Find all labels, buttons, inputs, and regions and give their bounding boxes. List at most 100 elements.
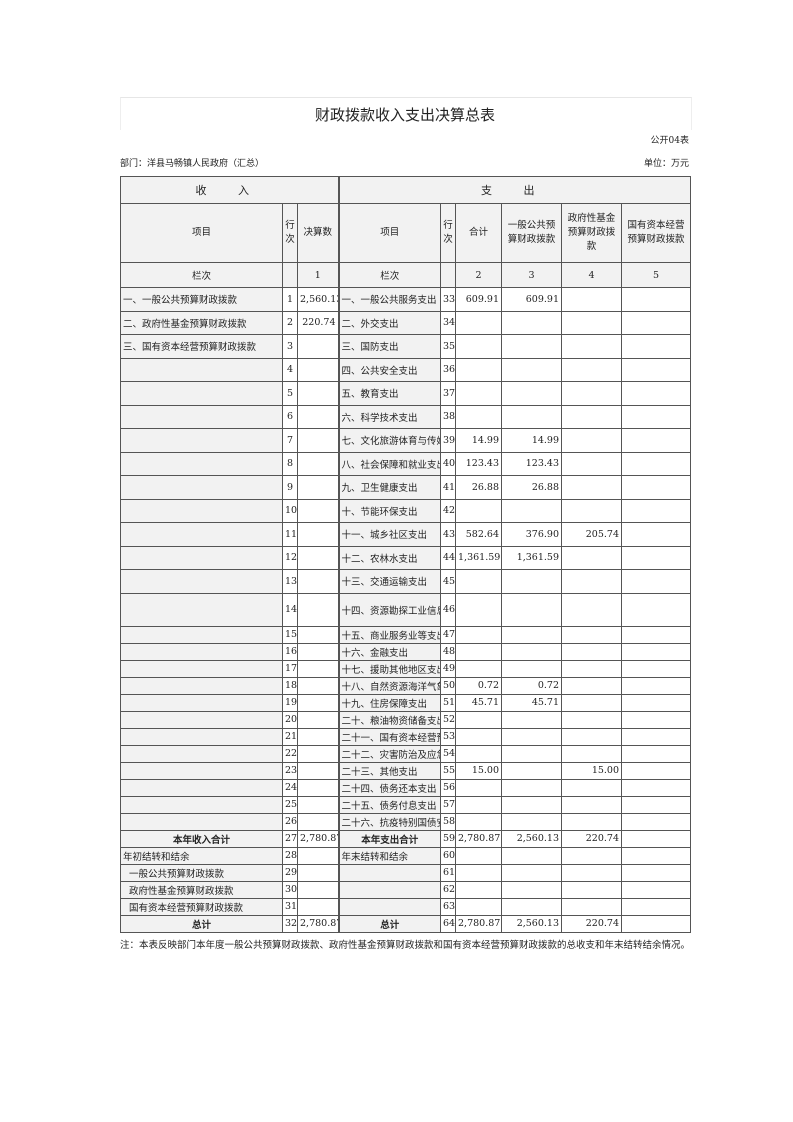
state-capital-cell <box>621 310 692 335</box>
expense-total-cell <box>455 795 503 814</box>
general-budget-cell: 45.71 <box>501 693 563 712</box>
income-item-cell <box>120 642 283 661</box>
expense-total-cell: 26.88 <box>455 475 503 500</box>
table-row: 一、一般公共预算财政拨款 1 2,560.13 一、一般公共服务支出 33 609.91 6… <box>120 287 692 312</box>
gov-fund-cell <box>561 451 623 476</box>
general-budget-cell <box>501 812 563 831</box>
general-budget-cell <box>501 381 563 406</box>
income-amount-cell <box>296 625 340 644</box>
income-item-cell <box>120 451 283 476</box>
income-line-cell: 8 <box>282 451 298 476</box>
income-amount-cell <box>296 676 340 695</box>
state-capital-cell <box>621 475 692 500</box>
income-item-cell <box>120 428 283 453</box>
income-item-cell <box>120 778 283 797</box>
income-amount-cell <box>296 404 340 429</box>
income-item-cell: 总计 <box>120 914 283 933</box>
income-header: 收 入 <box>119 176 340 204</box>
budget-table: 收 入 支 出 项目 行次 决算数 项目 行次 合计 一般公共预算财政拨款 政府… <box>119 176 692 933</box>
expense-item-cell: 十三、交通运输支出 <box>337 569 442 594</box>
expense-line-cell: 37 <box>440 381 457 406</box>
general-budget-cell <box>501 310 563 335</box>
expense-total-cell: 2,780.87 <box>455 829 503 848</box>
expense-line-cell: 33 <box>440 287 457 312</box>
income-item-cell <box>120 761 283 780</box>
general-budget-cell <box>501 498 563 523</box>
state-capital-cell <box>621 642 692 661</box>
expense-line-cell: 39 <box>440 428 457 453</box>
income-line-cell: 3 <box>282 334 298 359</box>
gov-fund-cell <box>561 846 623 865</box>
expense-item-header: 项目 <box>337 203 442 263</box>
expense-item-cell: 二十一、国有资本经营预算支出 <box>337 727 442 746</box>
col-number: 4 <box>561 262 623 288</box>
table-row: 12 十二、农林水支出 44 1,361.59 1,361.59 <box>120 545 692 570</box>
expense-line-cell: 49 <box>440 659 457 678</box>
expense-item-cell <box>337 880 442 899</box>
income-line-cell: 9 <box>282 475 298 500</box>
income-item-cell <box>120 744 283 763</box>
expense-total-cell: 123.43 <box>455 451 503 476</box>
income-amount-cell <box>296 451 340 476</box>
income-item-cell <box>120 522 283 547</box>
state-capital-cell <box>621 693 692 712</box>
expense-line-cell: 51 <box>440 693 457 712</box>
expense-line-cell: 64 <box>440 914 457 933</box>
income-line-cell: 23 <box>282 761 298 780</box>
gov-fund-cell <box>561 710 623 729</box>
gov-fund-cell <box>561 778 623 797</box>
expense-item-cell: 年末结转和结余 <box>337 846 442 865</box>
general-budget-cell <box>501 592 563 627</box>
income-line-cell: 2 <box>282 310 298 335</box>
income-line-cell: 1 <box>282 287 298 312</box>
state-capital-cell <box>621 659 692 678</box>
expense-total-cell <box>455 357 503 382</box>
state-capital-cell <box>621 381 692 406</box>
expense-item-cell: 一、一般公共服务支出 <box>337 287 442 312</box>
income-amount-cell <box>296 569 340 594</box>
expense-item-cell: 十四、资源勘探工业信息等支出 <box>337 592 442 627</box>
state-capital-cell <box>621 676 692 695</box>
gov-fund-cell <box>561 744 623 763</box>
state-capital-cell <box>621 334 692 359</box>
income-amount-cell <box>296 880 340 899</box>
expense-total-cell: 582.64 <box>455 522 503 547</box>
income-line-cell: 20 <box>282 710 298 729</box>
income-line-cell: 12 <box>282 545 298 570</box>
income-line-cell: 21 <box>282 727 298 746</box>
state-capital-cell <box>621 625 692 644</box>
income-line-header: 行次 <box>282 203 298 263</box>
state-capital-cell <box>621 812 692 831</box>
income-line-cell: 17 <box>282 659 298 678</box>
general-budget-cell: 609.91 <box>501 287 563 312</box>
income-amount-cell: 220.74 <box>296 310 340 335</box>
state-capital-cell <box>621 846 692 865</box>
expense-line-cell: 52 <box>440 710 457 729</box>
gov-fund-cell: 15.00 <box>561 761 623 780</box>
table-row: 5 五、教育支出 37 <box>120 381 692 406</box>
income-amount-cell <box>296 744 340 763</box>
expense-total-cell <box>455 727 503 746</box>
expense-item-cell <box>337 863 442 882</box>
income-amount-cell <box>296 795 340 814</box>
income-item-header: 项目 <box>120 203 283 263</box>
income-item-cell <box>120 475 283 500</box>
income-item-cell: 国有资本经营预算财政拨款 <box>120 897 283 916</box>
income-amount-cell <box>296 863 340 882</box>
income-amount-cell <box>296 659 340 678</box>
state-capital-cell <box>621 829 692 848</box>
footnote: 注：本表反映部门本年度一般公共预算财政拨款、政府性基金预算财政拨款和国有资本经营… <box>120 940 691 951</box>
income-item-cell <box>120 676 283 695</box>
expense-line-cell: 61 <box>440 863 457 882</box>
expense-item-cell: 本年支出合计 <box>337 829 442 848</box>
state-capital-cell <box>621 914 692 933</box>
income-line-cell: 30 <box>282 880 298 899</box>
expense-total-cell <box>455 498 503 523</box>
income-amount-cell <box>296 475 340 500</box>
expense-line-cell: 53 <box>440 727 457 746</box>
expense-total-cell: 14.99 <box>455 428 503 453</box>
expense-total-cell: 2,780.87 <box>455 914 503 933</box>
expense-total-cell: 0.72 <box>455 676 503 695</box>
expense-line-cell: 35 <box>440 334 457 359</box>
